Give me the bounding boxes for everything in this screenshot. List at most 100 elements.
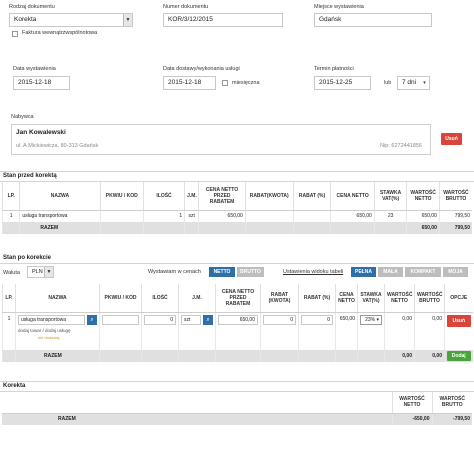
col-header: ILOŚĆ: [141, 284, 179, 313]
sum-brutto: 799,50: [438, 222, 472, 234]
col-header: CENA NETTO PRZED RABATEM: [215, 284, 261, 313]
price-before-input[interactable]: 650,00: [218, 314, 258, 325]
unit-input[interactable]: szt: [181, 314, 201, 325]
delivery-date-input[interactable]: 2015-12-18: [163, 76, 216, 90]
vat-invoice-checkbox[interactable]: [12, 31, 18, 37]
remove-buyer-button[interactable]: Usuń: [441, 133, 462, 145]
issue-date-input[interactable]: 2015-12-18: [13, 76, 70, 90]
col-header: J.M.: [178, 284, 216, 313]
sum-label: RAZEM: [2, 413, 392, 425]
sum-row: RAZEM 650,00 799,50: [1, 222, 472, 234]
col-header: RABAT (KWOTA): [260, 284, 299, 313]
monthly-checkbox[interactable]: [222, 80, 228, 86]
vat-invoice-checkbox-label: Faktura wewnątrzwspólnotowa: [22, 30, 98, 36]
view-option-custom[interactable]: MOJA: [443, 267, 468, 277]
search-icon[interactable]: ⌕: [87, 314, 97, 325]
view-settings-link[interactable]: Ustawienia widoku tabeli: [283, 269, 344, 275]
col-header: STAWKA VAT(%): [373, 182, 407, 211]
doc-type-value: Korekta: [14, 16, 37, 23]
after-title: Stan po korekcie: [3, 255, 52, 261]
col-header: NAZWA: [15, 284, 100, 313]
cell-lp: 1: [1, 210, 20, 222]
col-header: RABAT (%): [298, 284, 336, 313]
col-header: J.M.: [184, 182, 199, 211]
table-row: 1 usługa transportowa 1 szt 650,00 650,0…: [1, 210, 472, 222]
col-header: NAZWA: [19, 182, 101, 211]
col-header: WARTOŚĆ BRUTTO: [414, 284, 445, 313]
cell-pkwiu: [99, 312, 142, 350]
search-icon[interactable]: ⌕: [203, 314, 213, 325]
place-input[interactable]: Gdańsk: [314, 13, 432, 27]
doc-type-select[interactable]: Korekta ▼: [9, 13, 133, 27]
cell-name: usługa transportowa: [19, 210, 101, 222]
cell-name: usługa transportowa ⌕ dodaj towar / doda…: [15, 312, 100, 350]
vat-select[interactable]: 23% ▾: [360, 314, 382, 325]
cell-price-before: 650,00: [198, 210, 246, 222]
discount-amount-input[interactable]: 0: [263, 314, 296, 325]
doc-number-input[interactable]: KOR/3/12/2015: [163, 13, 283, 27]
netto-toggle[interactable]: NETTO: [209, 267, 235, 277]
currency-select[interactable]: PLN ▼: [27, 266, 54, 278]
cell-price-netto: 650,00: [330, 210, 375, 222]
col-header: CENA NETTO: [335, 284, 358, 313]
cell-discount-pct: [292, 210, 331, 222]
chevron-down-icon: ▾: [423, 80, 426, 86]
col-header: CENA NETTO PRZED RABATEM: [198, 182, 246, 211]
col-header: PKWIU / KOD: [99, 182, 144, 211]
view-option-small[interactable]: MAŁA: [378, 267, 403, 277]
chevron-down-icon: ▼: [123, 14, 132, 26]
col-header: LP.: [2, 284, 16, 313]
cell-value-netto: 650,00: [406, 210, 440, 222]
discount-pct-input[interactable]: 0: [301, 314, 333, 325]
prices-label: Wystawiam w cenach: [148, 269, 201, 275]
issue-date-label: Data wystawienia: [13, 66, 56, 72]
cell-options: Usuń: [444, 312, 473, 350]
buyer-box[interactable]: Jan Kowalewski ul. A.Mickiewicza, 80-313…: [11, 124, 431, 155]
due-date-input[interactable]: 2015-12-25: [314, 76, 371, 90]
col-header: OPCJE: [444, 284, 473, 313]
divider: [0, 263, 474, 264]
col-header: RABAT(KWOTA): [244, 182, 294, 211]
pkwiu-input[interactable]: [102, 314, 139, 325]
doc-type-label: Rodzaj dokumentu: [9, 4, 55, 10]
cell-value-brutto: 799,50: [438, 210, 472, 222]
sum-netto: 650,00: [406, 222, 440, 234]
col-header: LP.: [1, 182, 20, 211]
col-header: WARTOŚĆ NETTO: [391, 392, 432, 414]
cell-qty: 1: [142, 210, 185, 222]
view-option-full[interactable]: PEŁNA: [351, 267, 376, 277]
divider: [0, 381, 474, 382]
divider: [0, 391, 474, 392]
cell-price-netto: 650,00: [335, 312, 358, 350]
quantity-input[interactable]: 0: [144, 314, 176, 325]
cell-discount-pct: 0: [298, 312, 336, 350]
name-input[interactable]: usługa transportowa: [18, 314, 85, 325]
remove-row-button[interactable]: Usuń: [447, 314, 471, 327]
col-header: WARTOŚĆ NETTO: [384, 284, 415, 313]
place-label: Miejsce wystawienia: [314, 4, 364, 10]
currency-value: PLN: [32, 269, 43, 275]
cell-unit: szt ⌕: [178, 312, 216, 350]
or-label: lub: [384, 80, 392, 86]
cell-discount-amount: 0: [260, 312, 299, 350]
col-header: WARTOŚĆ NETTO: [406, 182, 440, 211]
cell-value-brutto: 0,00: [414, 312, 445, 350]
before-title: Stan przed korektą: [3, 173, 57, 179]
view-option-compact[interactable]: KOMPAKT: [405, 267, 441, 277]
add-item-link[interactable]: dodaj towar / dodaj usługę: [18, 327, 71, 333]
table-row: 1 usługa transportowa ⌕ dodaj towar / do…: [2, 312, 473, 350]
sum-label: RAZEM: [15, 350, 100, 362]
sum-row: RAZEM 0,00 0,00 Dodaj: [2, 350, 473, 362]
payment-days-select[interactable]: 7 dni ▾: [397, 76, 430, 90]
sum-label: RAZEM: [19, 222, 101, 234]
col-header: PKWIU / KOD: [99, 284, 142, 313]
delivery-date-label: Data dostawy/wykonania usługi: [163, 66, 240, 72]
add-row-button[interactable]: Dodaj: [447, 351, 471, 361]
correction-title: Korekta: [3, 383, 26, 389]
chevron-down-icon: ▾: [375, 316, 379, 323]
brutto-toggle[interactable]: BRUTTO: [237, 267, 264, 277]
sum-row: RAZEM -650,00 -799,50: [2, 413, 472, 425]
sum-netto: -650,00: [391, 413, 432, 425]
discount-link[interactable]: nie dodawaj: [38, 334, 60, 340]
cell-qty: 0: [141, 312, 179, 350]
